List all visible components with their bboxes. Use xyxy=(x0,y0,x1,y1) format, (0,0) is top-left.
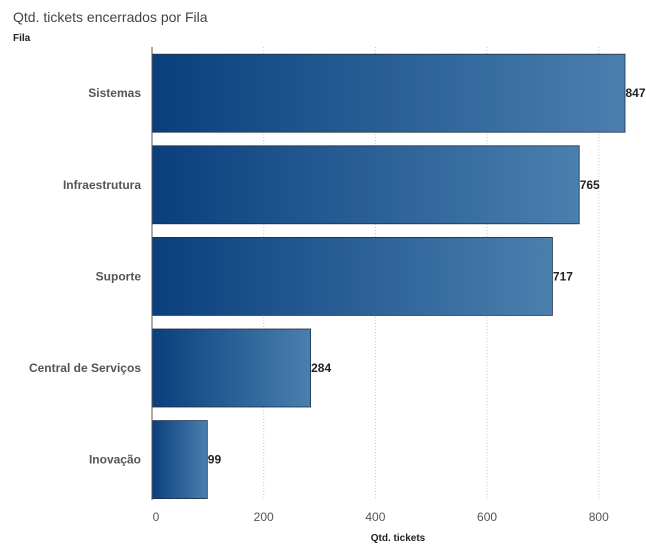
bar[interactable] xyxy=(151,328,311,408)
x-axis-title: Qtd. tickets xyxy=(370,533,426,544)
x-tick-label: 0 xyxy=(153,510,160,524)
label-layer: 0 200 400 600 800 Sistemas 847 Infraestrutura 76… xyxy=(29,86,646,524)
x-tick-label: 600 xyxy=(477,510,497,524)
value-label: 99 xyxy=(208,453,222,467)
bar[interactable] xyxy=(151,53,626,133)
category-label: Sistemas xyxy=(88,86,141,100)
x-tick-label: 400 xyxy=(365,510,385,524)
category-label: Central de Serviços xyxy=(29,361,141,375)
value-label: 765 xyxy=(580,178,600,192)
value-label: 847 xyxy=(626,86,646,100)
chart-title: Qtd. tickets encerrados por Fila xyxy=(13,9,208,25)
y-axis-title: Fila xyxy=(13,33,31,44)
bar[interactable] xyxy=(151,420,208,500)
category-label: Infraestrutura xyxy=(63,178,141,192)
bar-layer xyxy=(151,53,626,500)
x-tick-label: 200 xyxy=(254,510,274,524)
value-label: 717 xyxy=(553,269,573,283)
bar[interactable] xyxy=(151,145,580,225)
x-tick-label: 800 xyxy=(589,510,609,524)
category-label: Inovação xyxy=(89,453,141,467)
bar[interactable] xyxy=(151,236,553,316)
value-label: 284 xyxy=(311,361,331,375)
category-label: Suporte xyxy=(96,269,142,283)
